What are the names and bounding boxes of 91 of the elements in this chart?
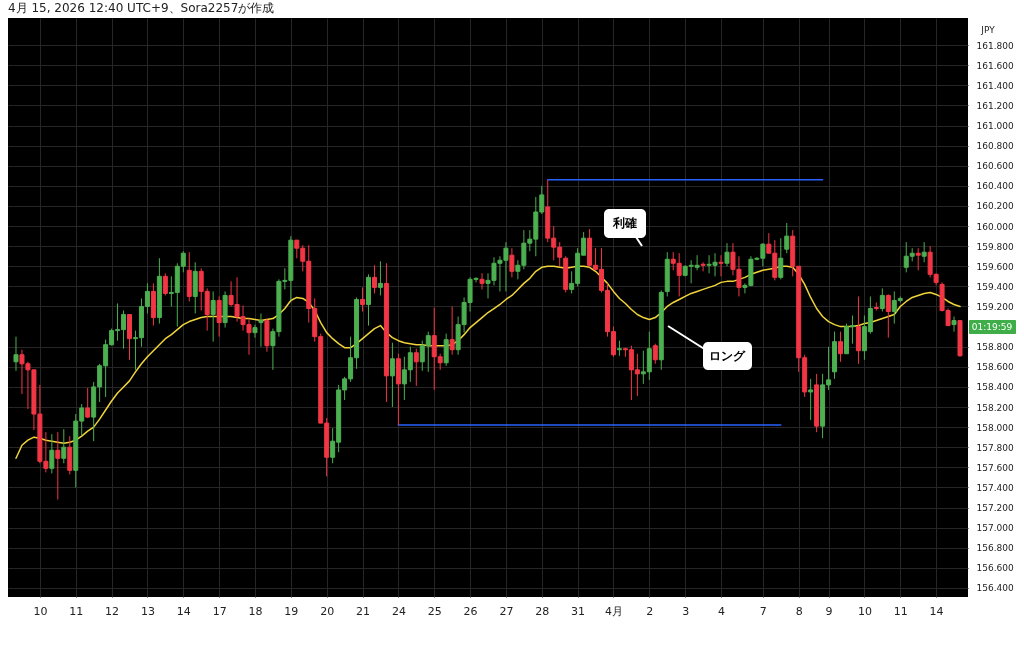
candlestick xyxy=(55,431,61,500)
x-tick-label: 18 xyxy=(248,604,263,618)
candlestick xyxy=(479,272,485,290)
y-tick-label: 158.600 xyxy=(976,362,1014,373)
y-tick-label: 157.600 xyxy=(976,462,1014,473)
x-tick-label: 4月 xyxy=(604,604,623,618)
y-tick-label: 159.200 xyxy=(976,301,1014,312)
candlestick xyxy=(443,333,449,367)
candlestick xyxy=(921,241,927,263)
y-tick-label: 160.800 xyxy=(976,141,1014,152)
candlestick xyxy=(258,313,264,348)
candlestick xyxy=(67,435,73,475)
y-tick-label: 161.400 xyxy=(976,80,1014,91)
x-tick-label: 31 xyxy=(571,604,586,618)
y-tick-label: 161.600 xyxy=(976,60,1014,71)
candlestick xyxy=(885,293,891,339)
x-tick-label: 14 xyxy=(176,604,191,618)
x-tick-label: 11 xyxy=(69,604,84,618)
chart-title: 4月 15, 2026 12:40 UTC+9、Sora2257が作成 xyxy=(8,1,275,15)
candlestick xyxy=(951,316,957,333)
x-tick-label: 2 xyxy=(646,604,654,618)
candlestick xyxy=(808,378,814,421)
y-tick-label: 159.800 xyxy=(976,241,1014,252)
candlestick xyxy=(49,433,55,474)
candlestick xyxy=(784,222,790,254)
y-tick-label: 159.600 xyxy=(976,261,1014,272)
candlestick xyxy=(13,336,19,372)
x-tick-label: 14 xyxy=(929,604,944,618)
candlestick xyxy=(915,247,921,271)
candlestick xyxy=(377,260,383,296)
x-tick-label: 20 xyxy=(320,604,335,618)
x-tick-label: 27 xyxy=(499,604,514,618)
y-tick-label: 160.400 xyxy=(976,181,1014,192)
y-tick-label: 157.200 xyxy=(976,503,1014,514)
x-tick-label: 8 xyxy=(795,604,803,618)
y-tick-label: 157.800 xyxy=(976,442,1014,453)
x-tick-label: 24 xyxy=(391,604,406,618)
candlestick xyxy=(778,237,784,280)
candlestick xyxy=(509,247,515,278)
candlestick xyxy=(61,428,67,464)
x-tick-label: 4 xyxy=(718,604,726,618)
candlestick xyxy=(879,287,885,313)
y-tick-label: 160.000 xyxy=(976,221,1014,232)
candlestick xyxy=(413,348,419,387)
candlestick xyxy=(718,254,724,277)
y-axis-title: JPY xyxy=(980,25,996,35)
x-tick-label: 11 xyxy=(893,604,908,618)
candlestick xyxy=(210,290,216,343)
candlestick xyxy=(724,242,730,267)
x-tick-label: 21 xyxy=(356,604,371,618)
candlestick xyxy=(252,324,258,339)
x-tick-label: 9 xyxy=(825,604,833,618)
y-tick-label: 160.200 xyxy=(976,201,1014,212)
y-tick-label: 156.400 xyxy=(976,583,1014,594)
candlestick xyxy=(652,343,658,365)
x-tick-label: 10 xyxy=(857,604,872,618)
candlestick xyxy=(85,387,91,419)
y-tick-label: 158.400 xyxy=(976,382,1014,393)
y-tick-label: 159.400 xyxy=(976,281,1014,292)
y-tick-label: 161.000 xyxy=(976,121,1014,132)
x-tick-label: 12 xyxy=(105,604,120,618)
y-tick-label: 160.600 xyxy=(976,161,1014,172)
y-tick-label: 156.600 xyxy=(976,563,1014,574)
y-tick-label: 158.800 xyxy=(976,342,1014,353)
candlestick xyxy=(371,264,377,294)
candlestick xyxy=(162,272,168,296)
text: 01:19:59 xyxy=(971,322,1013,332)
x-tick-label: 3 xyxy=(682,604,690,618)
x-tick-label: 19 xyxy=(284,604,299,618)
candlestick xyxy=(449,305,455,356)
y-tick-label: 158.200 xyxy=(976,402,1014,413)
candlestick xyxy=(700,261,706,272)
y-tick-label: 161.800 xyxy=(976,40,1014,51)
x-tick-label: 13 xyxy=(140,604,155,618)
x-tick-label: 17 xyxy=(212,604,227,618)
x-tick-label: 28 xyxy=(535,604,550,618)
candlestick xyxy=(838,331,844,363)
y-tick-label: 157.000 xyxy=(976,523,1014,534)
candlestick xyxy=(389,342,395,408)
x-tick-label: 25 xyxy=(427,604,442,618)
candlestick xyxy=(216,295,222,338)
x-tick-label: 10 xyxy=(33,604,48,618)
x-tick-label: 7 xyxy=(759,604,767,618)
annotation: 利確 xyxy=(612,216,637,230)
y-tick-label: 156.800 xyxy=(976,543,1014,554)
y-tick-label: 161.200 xyxy=(976,100,1014,111)
y-tick-label: 157.400 xyxy=(976,482,1014,493)
annotation: ロング xyxy=(709,349,746,363)
candlestick xyxy=(360,286,366,313)
y-tick-label: 158.000 xyxy=(976,422,1014,433)
x-tick-label: 26 xyxy=(463,604,478,618)
